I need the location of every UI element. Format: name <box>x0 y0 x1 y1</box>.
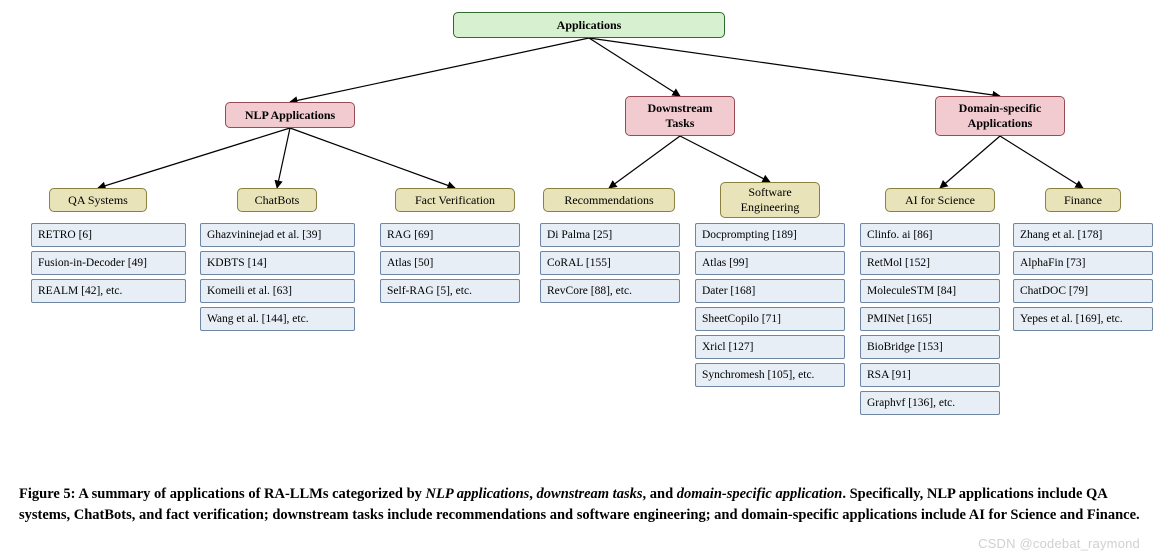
watermark: CSDN @codebat_raymond <box>978 535 1140 554</box>
leaf-item: Komeili et al. [63] <box>200 279 355 303</box>
leaf-item: PMINet [165] <box>860 307 1000 331</box>
leaf-item: RETRO [6] <box>31 223 186 247</box>
node-fin: Finance <box>1045 188 1121 212</box>
node-swe: Software Engineering <box>720 182 820 218</box>
node-down: Downstream Tasks <box>625 96 735 136</box>
edge <box>940 136 1000 188</box>
edge <box>680 136 770 182</box>
leaf-item: Atlas [99] <box>695 251 845 275</box>
leaf-item: Self-RAG [5], etc. <box>380 279 520 303</box>
leaf-item: Di Palma [25] <box>540 223 680 247</box>
leaf-item: KDBTS [14] <box>200 251 355 275</box>
figure-caption: Figure 5: A summary of applications of R… <box>15 484 1153 534</box>
node-fact: Fact Verification <box>395 188 515 212</box>
edge <box>290 128 455 188</box>
leaf-item: Graphvf [136], etc. <box>860 391 1000 415</box>
node-chat: ChatBots <box>237 188 317 212</box>
leaf-item: Synchromesh [105], etc. <box>695 363 845 387</box>
edge <box>589 38 680 96</box>
tree-diagram: Applications NLP Applications Downstream T… <box>15 10 1153 470</box>
edge <box>290 38 589 102</box>
leaf-item: Wang et al. [144], etc. <box>200 307 355 331</box>
leaf-item: Clinfo. ai [86] <box>860 223 1000 247</box>
leaf-item: Fusion-in-Decoder [49] <box>31 251 186 275</box>
edge <box>98 128 290 188</box>
leaf-item: AlphaFin [73] <box>1013 251 1153 275</box>
node-nlp: NLP Applications <box>225 102 355 128</box>
leaf-item: Yepes et al. [169], etc. <box>1013 307 1153 331</box>
leaf-item: BioBridge [153] <box>860 335 1000 359</box>
leaf-item: REALM [42], etc. <box>31 279 186 303</box>
leaf-item: Atlas [50] <box>380 251 520 275</box>
leaf-item: RevCore [88], etc. <box>540 279 680 303</box>
leaf-item: Dater [168] <box>695 279 845 303</box>
leaf-item: RAG [69] <box>380 223 520 247</box>
leaf-item: CoRAL [155] <box>540 251 680 275</box>
node-qa: QA Systems <box>49 188 147 212</box>
leaf-item: RSA [91] <box>860 363 1000 387</box>
caption-em3: domain-specific application <box>677 486 843 502</box>
leaf-item: RetMol [152] <box>860 251 1000 275</box>
edge <box>1000 136 1083 188</box>
node-root: Applications <box>453 12 725 38</box>
edge <box>589 38 1000 96</box>
leaf-item: SheetCopilo [71] <box>695 307 845 331</box>
leaf-item: Zhang et al. [178] <box>1013 223 1153 247</box>
edge <box>609 136 680 188</box>
leaf-item: Xricl [127] <box>695 335 845 359</box>
leaf-item: ChatDOC [79] <box>1013 279 1153 303</box>
caption-prefix: Figure 5: A summary of applications of R… <box>19 486 426 502</box>
leaf-item: Docprompting [189] <box>695 223 845 247</box>
leaf-item: MoleculeSTM [84] <box>860 279 1000 303</box>
edge <box>277 128 290 188</box>
leaf-item: Ghazvininejad et al. [39] <box>200 223 355 247</box>
node-ais: AI for Science <box>885 188 995 212</box>
node-dom: Domain-specific Applications <box>935 96 1065 136</box>
node-reco: Recommendations <box>543 188 675 212</box>
caption-em1: NLP applications <box>426 486 530 502</box>
caption-em2: downstream tasks <box>537 486 643 502</box>
